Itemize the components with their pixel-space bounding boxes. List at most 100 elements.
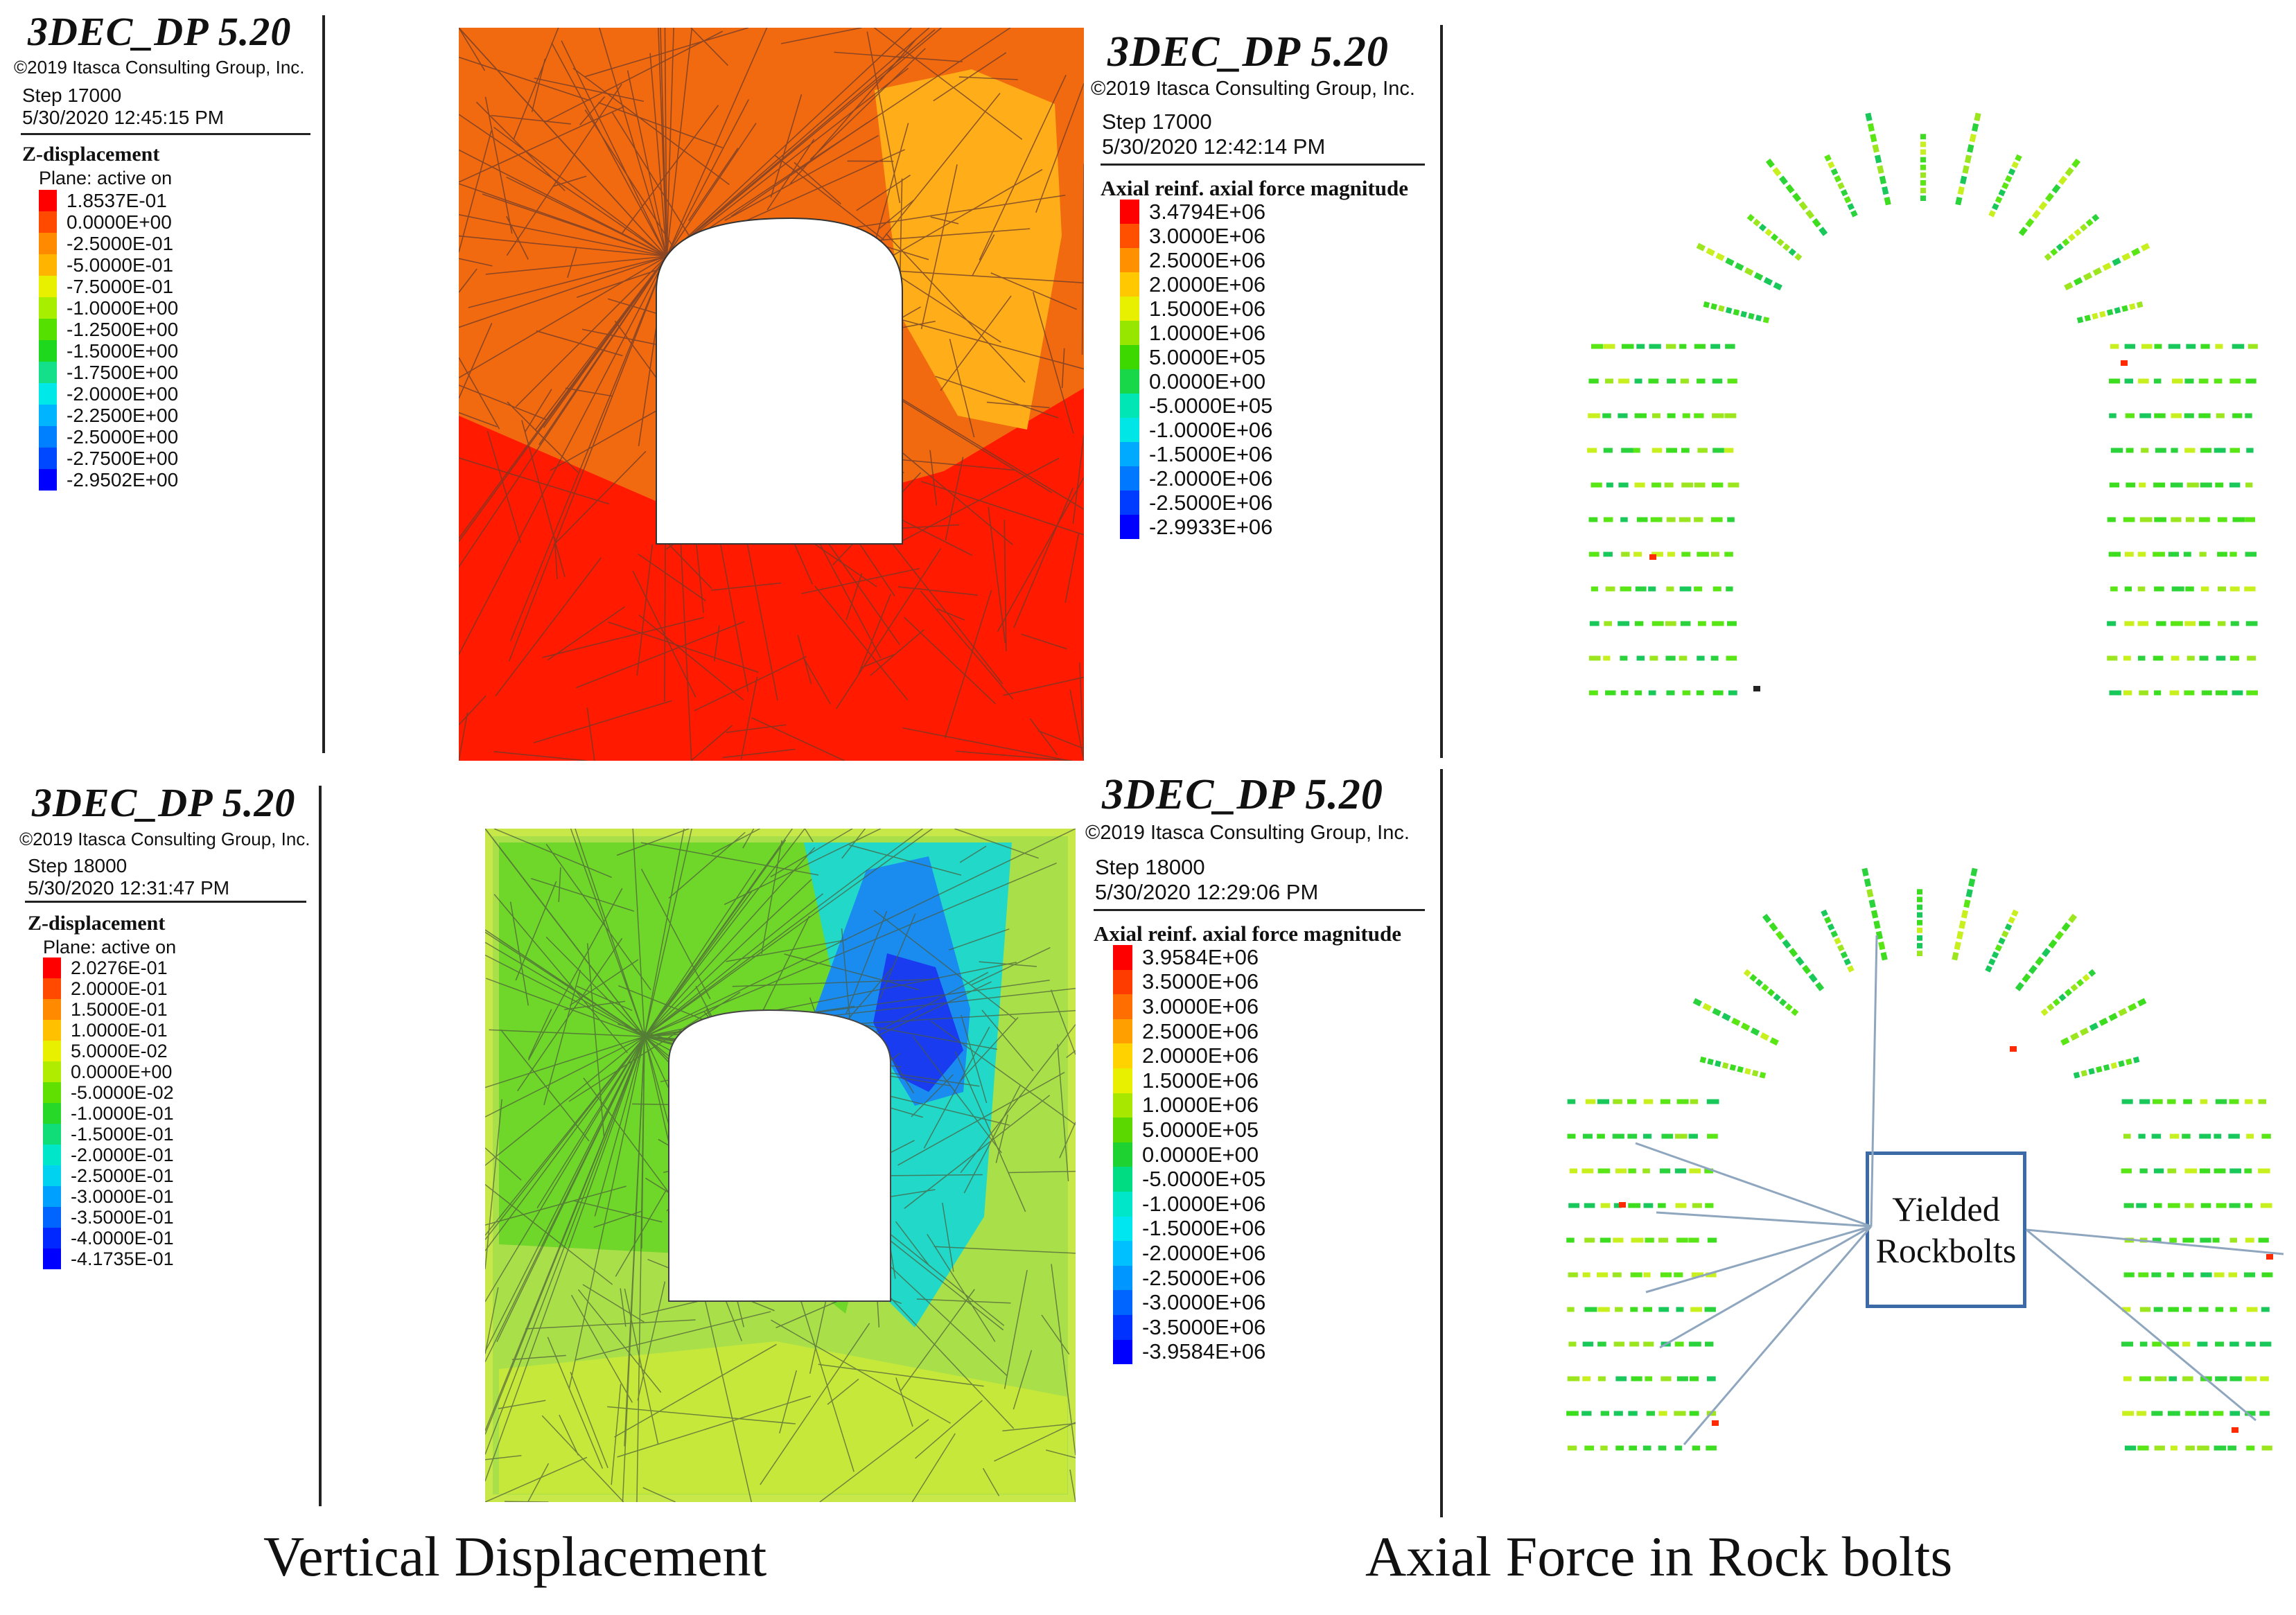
joint-line xyxy=(1003,676,1084,696)
rockbolt-segment xyxy=(2011,161,2019,169)
joint-line xyxy=(1013,487,1074,628)
legend-swatch xyxy=(39,426,57,448)
rockbolt-segment xyxy=(2044,193,2054,202)
legend-entry: -2.5000E-01 xyxy=(39,233,178,254)
panel-divider xyxy=(322,15,325,753)
rockbolt-segment xyxy=(1974,112,1981,121)
rockbolt-segment xyxy=(1961,910,1969,919)
joint-line xyxy=(644,869,757,1037)
legend-value: -4.1735E-01 xyxy=(71,1248,174,1269)
joint-line xyxy=(582,1284,645,1323)
rockbolt-segment xyxy=(1867,123,1875,132)
joint-line xyxy=(927,1233,996,1342)
joint-line xyxy=(900,1289,975,1392)
joint-line xyxy=(904,1095,1051,1209)
joint-line xyxy=(515,881,557,981)
joint-line xyxy=(565,387,613,397)
rockbolt-segment xyxy=(1872,144,1879,153)
joint-line xyxy=(586,943,605,1138)
joint-line xyxy=(598,102,723,148)
legend-value: -1.0000E+06 xyxy=(1149,417,1273,442)
legend-value: -1.7500E+00 xyxy=(67,361,179,383)
rockbolt-segment xyxy=(2129,303,2136,310)
rockbolt-segment xyxy=(1992,203,1999,211)
joint-line xyxy=(730,122,868,217)
legend-entry: 3.0000E+06 xyxy=(1120,224,1272,248)
legend-swatch xyxy=(1113,1241,1132,1266)
yellow-orange-zone xyxy=(875,69,1062,430)
joint-line xyxy=(801,567,920,594)
rockbolt-segment xyxy=(1770,233,1779,242)
joint-line xyxy=(934,1246,1076,1254)
legend-entry: 1.0000E+06 xyxy=(1113,1093,1265,1118)
joint-line xyxy=(575,1311,771,1361)
joint-line xyxy=(809,48,926,160)
rockbolt-segment xyxy=(1847,203,1855,211)
legend-value: 1.0000E+06 xyxy=(1149,320,1266,345)
joint-line xyxy=(495,557,602,697)
joint-line xyxy=(690,28,728,67)
legend-value: 3.0000E+06 xyxy=(1142,994,1259,1018)
legend-swatch xyxy=(39,383,57,405)
joint-line xyxy=(895,1377,913,1427)
legend-value: 2.0000E+06 xyxy=(1149,272,1266,297)
leader-line xyxy=(1659,1225,1872,1349)
rockbolt-segment xyxy=(2089,1022,2099,1031)
joint-line xyxy=(770,829,853,878)
rockbolt-segment xyxy=(2015,154,2022,162)
rockbolt-segment xyxy=(1868,899,1876,908)
joint-line xyxy=(632,570,696,698)
joint-line xyxy=(545,30,724,123)
rockbolt-segment xyxy=(1850,210,1858,218)
joint-line xyxy=(506,83,622,256)
rockbolt-segment xyxy=(1764,228,1773,237)
excavation-opening xyxy=(656,217,903,545)
rockbolt-segment xyxy=(1870,910,1879,919)
rockbolt-segment xyxy=(1828,161,1835,169)
rockbolt-segment xyxy=(1837,182,1845,190)
step-label: Step 17000 xyxy=(22,85,122,106)
legend-value: 0.0000E+00 xyxy=(71,1061,173,1082)
legend-swatch xyxy=(1113,1068,1132,1093)
rockbolt-segment xyxy=(2068,913,2078,924)
panel-divider xyxy=(1440,769,1443,1517)
joint-line xyxy=(543,969,581,1106)
joint-line xyxy=(1021,633,1067,650)
joint-line xyxy=(459,695,487,725)
rockbolt-segment xyxy=(1703,301,1710,308)
rockbolt-segment xyxy=(2040,1008,2049,1016)
model-plot-displacement-step18000 xyxy=(485,829,1076,1502)
legend-entry: 2.5000E+06 xyxy=(1113,1019,1265,1044)
rockbolt-segment xyxy=(2098,1017,2108,1026)
rockbolt-segment xyxy=(2082,973,2090,982)
legend-value: -2.7500E+00 xyxy=(67,447,179,469)
joint-line xyxy=(724,134,879,221)
rockbolt-segment xyxy=(1755,315,1762,321)
rockbolt-segment xyxy=(1755,978,1763,987)
legend-swatch xyxy=(1120,200,1139,224)
joint-line xyxy=(722,748,796,759)
rockbolt-segment xyxy=(1779,998,1787,1007)
yielded-bolt-mark xyxy=(2121,360,2128,366)
legend-subtitle: Plane: active on xyxy=(39,168,173,188)
rockbolt-segment xyxy=(1761,983,1769,992)
legend-title: Axial reinf. axial force magnitude xyxy=(1101,176,1409,200)
rockbolt-segment xyxy=(1840,951,1848,959)
software-brand: 3DEC_DP 5.20 xyxy=(28,9,292,54)
legend-value: -5.0000E+05 xyxy=(1142,1167,1266,1192)
leader-line xyxy=(2026,1228,2256,1422)
legend-entry: -1.0000E-01 xyxy=(43,1103,174,1124)
joint-line xyxy=(459,235,667,257)
rockbolt-segment xyxy=(1776,238,1785,247)
joint-line xyxy=(979,74,1067,261)
legend-value: -2.5000E+06 xyxy=(1149,490,1273,515)
joint-line xyxy=(857,981,992,1046)
joint-line xyxy=(885,233,1026,383)
rockbolt-segment xyxy=(2092,312,2098,320)
legend-swatch xyxy=(1113,1339,1132,1365)
rockbolt-segment xyxy=(1998,188,2006,197)
legend-swatch xyxy=(1120,515,1139,539)
rockbolt-segment xyxy=(2137,998,2147,1007)
rockbolt-segment xyxy=(1967,144,1974,153)
rockbolt-segment xyxy=(1847,965,1855,973)
